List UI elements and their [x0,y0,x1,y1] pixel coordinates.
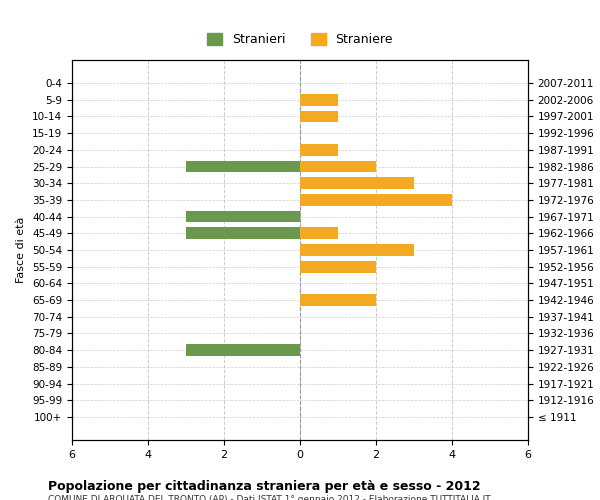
Bar [300,261,376,272]
Bar [300,94,338,106]
Bar [186,211,300,222]
Bar [300,244,414,256]
Bar [186,160,300,172]
Bar [186,228,300,239]
Y-axis label: Fasce di età: Fasce di età [16,217,26,283]
Legend: Stranieri, Straniere: Stranieri, Straniere [202,28,398,51]
Text: COMUNE DI ARQUATA DEL TRONTO (AP) - Dati ISTAT 1° gennaio 2012 - Elaborazione TU: COMUNE DI ARQUATA DEL TRONTO (AP) - Dati… [48,495,491,500]
Bar [300,194,452,206]
Bar [300,294,376,306]
Bar [300,110,338,122]
Bar [186,344,300,356]
Text: Popolazione per cittadinanza straniera per età e sesso - 2012: Popolazione per cittadinanza straniera p… [48,480,481,493]
Bar [300,144,338,156]
Bar [300,160,376,172]
Bar [300,228,338,239]
Bar [300,178,414,189]
